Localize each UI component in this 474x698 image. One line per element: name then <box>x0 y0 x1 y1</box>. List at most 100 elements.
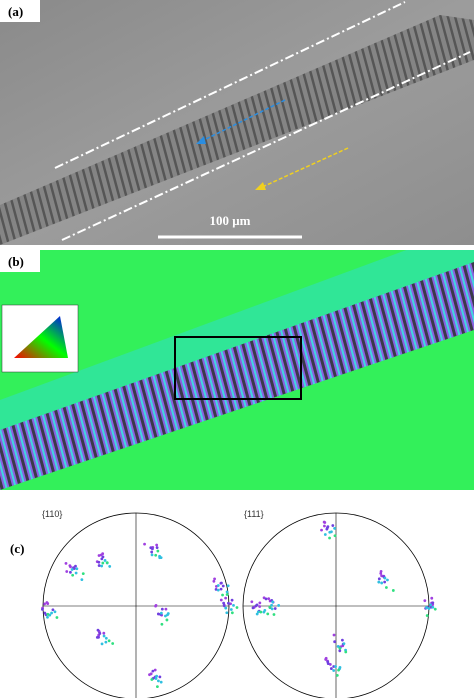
pole-point <box>97 560 101 564</box>
pole-point <box>377 580 381 584</box>
panel-label: (c) <box>10 541 24 556</box>
pole-point <box>226 584 230 588</box>
pole-point <box>333 640 337 644</box>
pole-point <box>328 530 332 534</box>
pole-point <box>324 656 328 660</box>
pole-point <box>221 593 224 597</box>
pole-point <box>41 607 44 611</box>
pole-point <box>224 596 228 600</box>
pole-point <box>326 525 330 529</box>
arrow-head <box>196 136 206 144</box>
pole-point <box>70 568 74 571</box>
pole-figure-title: {110} <box>42 509 62 519</box>
pole-point <box>338 646 342 650</box>
pole-point <box>230 611 234 615</box>
panel-a: (a) 100 μm <box>0 0 474 245</box>
pole-point <box>251 606 255 610</box>
pole-point <box>158 675 162 679</box>
scale-bar-label: 100 μm <box>210 213 251 228</box>
pole-point <box>46 615 49 619</box>
pole-point <box>108 565 112 568</box>
band <box>0 15 474 245</box>
pole-point <box>267 597 271 601</box>
pole-point <box>46 612 50 616</box>
pole-point <box>262 610 266 614</box>
pole-point <box>380 581 384 585</box>
pole-point <box>219 598 223 602</box>
pole-point <box>431 601 435 605</box>
pole-point <box>427 607 431 610</box>
pole-point <box>98 632 102 635</box>
pole-point <box>384 586 388 589</box>
pole-point <box>153 668 157 672</box>
pole-point <box>156 549 160 553</box>
arrow-yellow <box>259 147 349 189</box>
pole-point <box>270 607 274 611</box>
pole-point <box>151 669 155 673</box>
pole-point <box>229 608 233 611</box>
pole-point <box>226 601 230 605</box>
pole-point <box>107 639 111 643</box>
pole-point <box>425 606 428 609</box>
pole-point <box>80 578 84 581</box>
pole-point <box>81 572 85 575</box>
pole-point <box>159 611 163 615</box>
pole-point <box>320 528 323 532</box>
pole-point <box>258 605 262 608</box>
pole-point <box>430 596 434 600</box>
pole-point <box>216 588 220 592</box>
pole-point <box>256 610 260 614</box>
pole-point <box>224 606 228 610</box>
pole-point <box>220 581 223 585</box>
pole-point <box>433 607 437 611</box>
pole-point <box>222 604 226 608</box>
pole-point <box>225 611 229 615</box>
pole-point <box>328 663 332 666</box>
pole-point <box>149 546 153 550</box>
pole-point <box>322 520 326 524</box>
pole-point <box>154 604 157 608</box>
pole-point <box>255 612 259 616</box>
pole-point <box>272 613 276 616</box>
pole-point <box>328 536 331 540</box>
pole-point <box>75 567 79 571</box>
pole-point <box>154 677 158 680</box>
pole-point <box>377 577 381 581</box>
pole-point <box>97 635 100 639</box>
pole-point <box>333 534 337 538</box>
pole-point <box>323 524 326 528</box>
pole-point <box>336 645 340 648</box>
pole-point <box>165 618 169 622</box>
pole-point <box>423 599 427 603</box>
arrow-blue <box>199 99 286 143</box>
pole-point <box>232 603 235 607</box>
pole-point <box>332 669 336 672</box>
pole-point <box>425 614 429 617</box>
pole-point <box>150 678 154 681</box>
pole-point <box>74 564 77 568</box>
pole-point <box>329 667 333 670</box>
panel-c: (c) {110} {111} <box>10 509 430 698</box>
pole-point <box>102 634 106 638</box>
pole-point <box>150 553 154 557</box>
pole-point <box>323 533 327 536</box>
pole-point <box>212 579 216 583</box>
pole-point <box>97 564 101 567</box>
pole-point <box>225 590 229 594</box>
pole-point <box>235 606 239 609</box>
pole-point <box>111 642 115 645</box>
pole-point <box>157 679 160 683</box>
pole-point <box>431 605 435 609</box>
panel-b: (b) <box>0 250 474 490</box>
pole-point <box>154 553 158 557</box>
pole-point <box>97 554 101 557</box>
pole-point <box>155 674 159 678</box>
pole-point <box>164 607 168 611</box>
pole-point <box>55 616 59 619</box>
pole-point <box>338 649 342 653</box>
pole-point <box>268 605 272 609</box>
pole-point <box>46 602 50 605</box>
pole-point <box>332 633 336 637</box>
pole-point <box>149 672 153 676</box>
